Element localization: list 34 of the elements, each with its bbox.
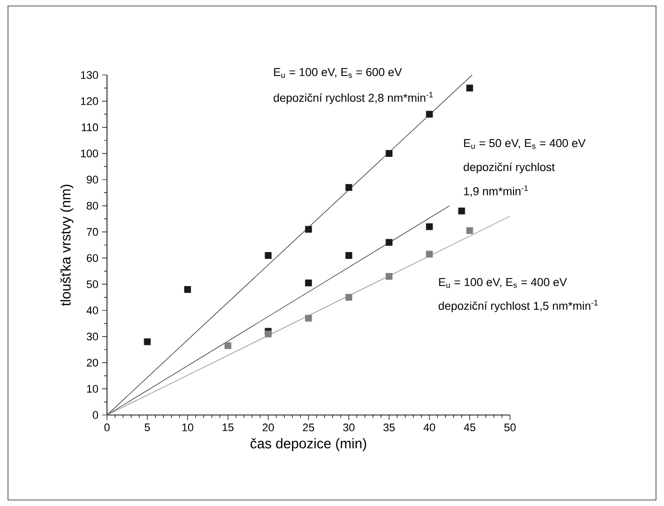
y-tick-label: 60 (86, 254, 98, 262)
y-tick-label: 90 (86, 176, 98, 184)
y-tick-label: 70 (86, 228, 98, 236)
x-tick-label: 30 (343, 424, 354, 432)
x-tick-label: 45 (464, 424, 476, 432)
y-tick-label: 10 (87, 384, 98, 393)
x-tick-label: 5 (144, 424, 150, 432)
annotation: E$_{u}$ = 100 eV, E$_{s}$ = 600 eV (274, 68, 402, 78)
y-tick-label: 40 (86, 306, 98, 314)
annotation: E$_{u}$ = 100 eV, E$_{s}$ = 400 eV (439, 278, 567, 288)
annotation: depoziční rychlost 2,8 nm*min$^{-1}$ (274, 92, 433, 104)
annotation: depoziční rychlost 1,5 nm*min$^{-1}$ (438, 300, 598, 312)
annotation: depoziční rychlost (464, 162, 555, 174)
x-tick-label: 50 (504, 424, 516, 432)
y-tick-label: 50 (86, 280, 98, 288)
y-tick-label: 110 (82, 123, 98, 132)
y-tick-label: 20 (86, 358, 98, 367)
x-tick-label: 35 (383, 424, 395, 432)
y-tick-label: 120 (81, 97, 98, 106)
x-tick-label: 40 (424, 424, 436, 432)
y-tick-label: 0 (92, 411, 98, 419)
y-tick-label: 100 (81, 150, 98, 158)
x-tick-label: 20 (262, 424, 274, 432)
annotation: 1,9 nm*min$^{-1}$ (464, 185, 528, 197)
x-tick-label: 0 (104, 424, 110, 432)
annotation: E$_{u}$ = 50 eV, E$_{s}$ = 400 eV (464, 139, 586, 149)
y-axis-title: tloušťka vrstvy (nm) (60, 184, 74, 306)
y-tick-label: 130 (81, 71, 98, 79)
x-axis-title: čas depozice (min) (250, 438, 366, 452)
y-tick-label: 80 (86, 202, 98, 210)
x-tick-label: 15 (222, 424, 234, 432)
x-tick-label: 10 (182, 424, 194, 432)
x-tick-label: 25 (302, 424, 314, 432)
y-tick-label: 30 (86, 332, 98, 340)
